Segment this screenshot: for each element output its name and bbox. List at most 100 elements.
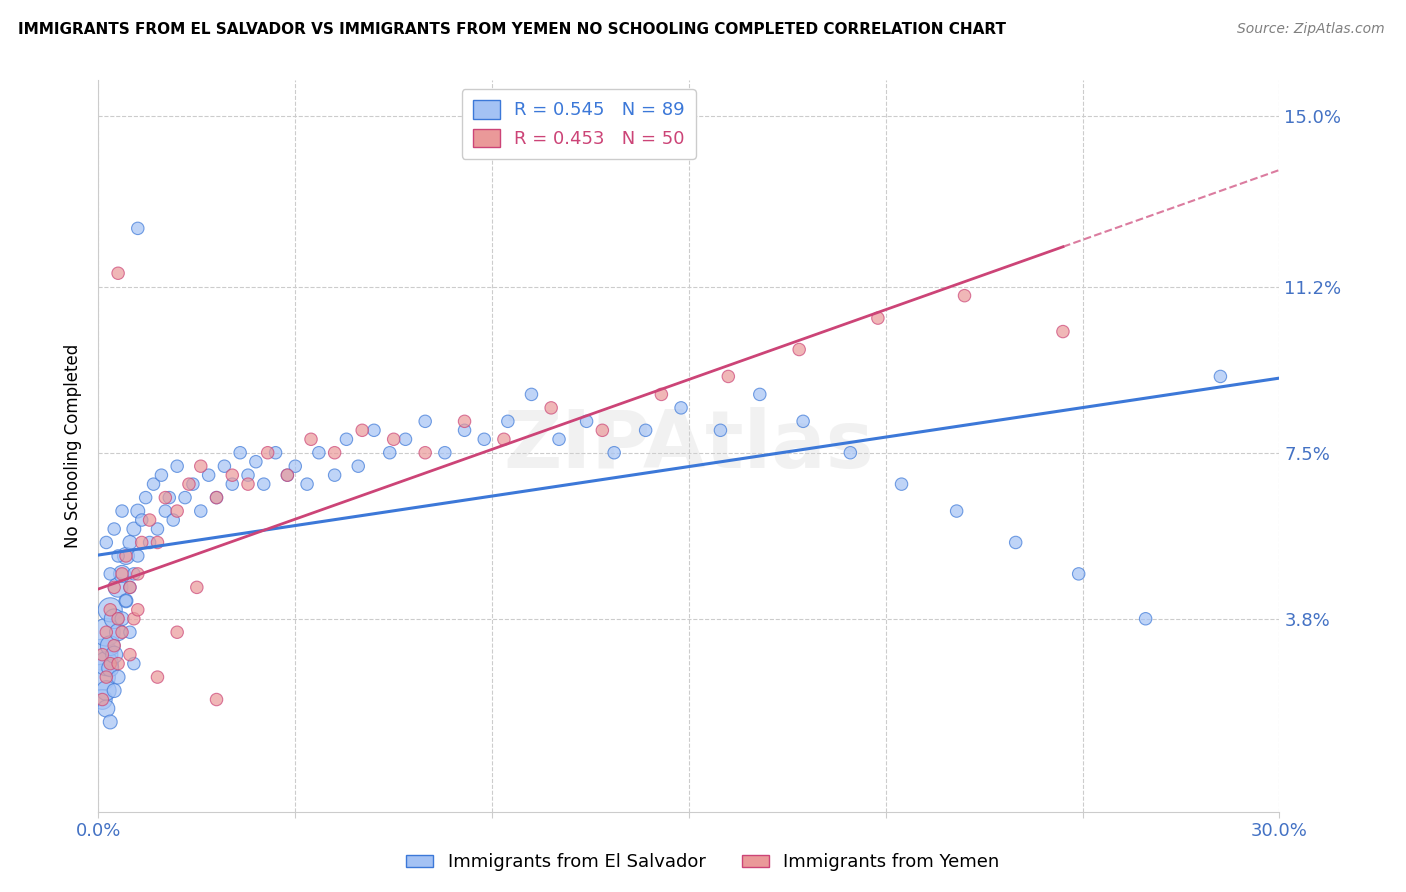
Point [107,670,129,684]
Point [186,580,208,594]
Legend: R = 0.545   N = 89, R = 0.453   N = 50: R = 0.545 N = 89, R = 0.453 N = 50 [461,89,696,159]
Point [91,692,114,706]
Point [603,446,626,460]
Point [335,432,357,446]
Point [245,455,267,469]
Point [155,504,177,518]
Point [866,311,889,326]
Point [122,612,145,626]
Point [1004,535,1026,549]
Point [91,648,114,662]
Point [839,446,862,460]
Point [118,535,141,549]
Point [103,683,125,698]
Point [162,513,184,527]
Point [146,522,169,536]
Point [127,549,149,563]
Point [634,423,657,437]
Point [323,468,346,483]
Point [591,423,613,437]
Point [98,639,121,653]
Point [181,477,204,491]
Legend: Immigrants from El Salvador, Immigrants from Yemen: Immigrants from El Salvador, Immigrants … [399,847,1007,879]
Point [295,477,318,491]
Point [792,414,814,428]
Point [146,535,169,549]
Point [1209,369,1232,384]
Point [122,566,145,581]
Point [190,459,212,474]
Point [229,446,252,460]
Point [650,387,672,401]
Point [413,414,436,428]
Point [253,477,276,491]
Point [496,414,519,428]
Text: Source: ZipAtlas.com: Source: ZipAtlas.com [1237,22,1385,37]
Point [103,612,125,626]
Point [205,491,228,505]
Point [107,266,129,280]
Point [382,432,405,446]
Point [520,387,543,401]
Point [98,657,121,671]
Point [166,459,188,474]
Point [347,459,370,474]
Point [953,288,976,302]
Point [127,504,149,518]
Point [236,468,259,483]
Point [150,468,173,483]
Point [276,468,298,483]
Text: IMMIGRANTS FROM EL SALVADOR VS IMMIGRANTS FROM YEMEN NO SCHOOLING COMPLETED CORR: IMMIGRANTS FROM EL SALVADOR VS IMMIGRANT… [18,22,1007,37]
Point [378,446,401,460]
Point [1052,325,1074,339]
Point [135,491,157,505]
Point [122,522,145,536]
Point [103,580,125,594]
Point [91,670,114,684]
Point [107,625,129,640]
Point [548,432,571,446]
Point [540,401,562,415]
Point [111,612,134,626]
Point [138,535,160,549]
Point [323,446,346,460]
Point [363,423,385,437]
Point [118,580,141,594]
Point [103,648,125,662]
Point [96,625,118,640]
Point [256,446,278,460]
Point [748,387,770,401]
Point [96,701,118,715]
Point [669,401,692,415]
Point [111,566,134,581]
Point [91,692,114,706]
Point [96,535,118,549]
Point [197,468,219,483]
Point [111,566,134,581]
Point [166,625,188,640]
Point [107,612,129,626]
Point [98,661,121,675]
Point [107,580,129,594]
Point [103,522,125,536]
Point [118,580,141,594]
Y-axis label: No Schooling Completed: No Schooling Completed [65,344,83,548]
Point [98,714,121,729]
Point [177,477,200,491]
Point [157,491,180,505]
Point [111,625,134,640]
Point [205,491,228,505]
Point [413,446,436,460]
Point [492,432,515,446]
Point [284,459,307,474]
Point [103,639,125,653]
Point [146,670,169,684]
Point [472,432,495,446]
Point [190,504,212,518]
Point [98,566,121,581]
Point [276,468,298,483]
Point [575,414,598,428]
Point [131,513,153,527]
Point [308,446,330,460]
Point [127,221,149,235]
